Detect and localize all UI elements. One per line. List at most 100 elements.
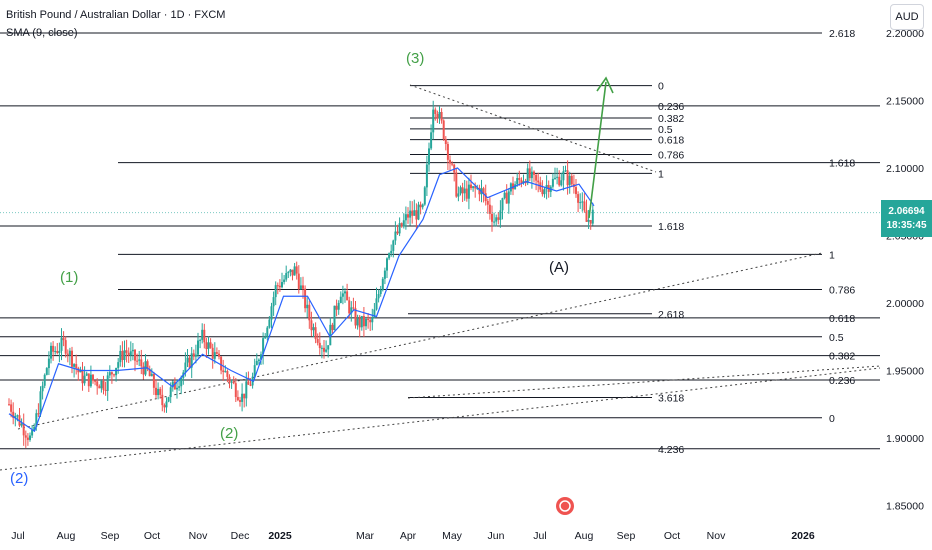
candle-body	[488, 204, 491, 214]
candle-body	[41, 385, 44, 392]
candle-body	[194, 354, 197, 357]
candle-body	[163, 405, 166, 408]
candle-body	[373, 309, 376, 318]
candle-body	[39, 391, 42, 415]
x-tick-label: Aug	[57, 530, 76, 542]
candle-body	[331, 324, 334, 331]
candle-body	[320, 347, 323, 349]
candle-body	[415, 210, 418, 220]
candle-body	[430, 132, 433, 149]
candle-body	[442, 120, 445, 139]
candle-body	[14, 415, 17, 418]
candle-body	[348, 300, 351, 314]
projection-arrow	[588, 81, 607, 219]
candle-body	[304, 288, 307, 309]
candle-body	[289, 269, 292, 273]
candle-body	[575, 187, 577, 195]
chart-title: British Pound / Australian Dollar · 1D ·…	[6, 9, 226, 21]
candle-body	[570, 175, 573, 185]
candle-body	[362, 315, 365, 327]
candle-body	[585, 210, 588, 222]
candle-body	[43, 374, 46, 386]
candle-body	[136, 360, 139, 362]
candle-body	[400, 223, 403, 227]
fib-level-label: 0	[829, 413, 835, 425]
candle-body	[260, 354, 262, 360]
candle-body	[564, 170, 567, 172]
fib-level-label: 1	[829, 249, 835, 261]
candle-body	[127, 352, 130, 356]
candle-body	[337, 302, 340, 310]
fibonacci-labels: 00.2360.3820.50.6180.78611.6182.6181.618…	[658, 28, 855, 456]
candle-body	[148, 368, 151, 377]
fib-level-label: 1.618	[829, 158, 855, 170]
candle-body	[96, 381, 99, 387]
candle-body	[310, 320, 313, 331]
candle-body	[54, 350, 57, 352]
candle-body	[10, 404, 13, 412]
candle-body	[287, 272, 290, 274]
candle-body	[404, 214, 407, 221]
candle-body	[205, 342, 208, 350]
y-tick-label: 1.90000	[886, 433, 924, 445]
trend-line	[17, 252, 823, 430]
candle-body	[24, 435, 27, 438]
candle-body	[178, 386, 181, 388]
candle-body	[50, 345, 52, 359]
candle-body	[396, 231, 399, 234]
candle-body	[119, 350, 122, 363]
y-tick-label: 2.15000	[886, 96, 924, 108]
candle-body	[266, 327, 269, 337]
fib-level-label: 0.236	[658, 101, 684, 113]
candle-body	[215, 352, 218, 354]
candle-body	[302, 285, 304, 289]
candle-body	[383, 270, 386, 279]
candle-body	[537, 180, 540, 183]
candle-body	[169, 387, 172, 398]
x-tick-label: May	[442, 530, 463, 542]
candle-body	[425, 164, 428, 188]
candle-body	[100, 380, 103, 389]
x-tick-label: Sep	[101, 530, 120, 542]
candle-body	[110, 372, 113, 375]
wave-label: (A)	[549, 259, 569, 276]
candle-body	[421, 204, 424, 208]
candle-body	[218, 353, 220, 357]
candle-body	[199, 339, 202, 341]
candle-body	[526, 168, 529, 184]
wave-label: (2)	[10, 470, 28, 487]
candle-body	[518, 178, 521, 180]
candle-body	[47, 358, 50, 369]
candle-body	[239, 400, 241, 402]
x-tick-label: Jul	[11, 530, 24, 542]
candle-body	[165, 401, 168, 408]
trend-line	[407, 365, 881, 399]
candle-body	[306, 304, 309, 309]
current-price-value: 2.06694	[888, 205, 925, 217]
candle-body	[438, 112, 441, 119]
currency-button[interactable]: AUD	[890, 4, 924, 30]
candle-body	[457, 193, 460, 197]
candle-body	[423, 187, 426, 205]
candle-body	[52, 345, 55, 352]
candle-body	[589, 220, 592, 224]
flag-icon-ring	[559, 500, 571, 512]
candle-body	[444, 138, 447, 145]
fib-level-label: 0.618	[829, 313, 855, 325]
fib-level-label: 2.618	[829, 28, 855, 40]
candle-body	[486, 200, 489, 205]
candle-body	[31, 429, 34, 436]
candle-body	[245, 381, 248, 399]
candle-body	[8, 404, 10, 406]
candle-body	[138, 359, 141, 361]
candle-body	[367, 319, 370, 321]
indicator-label[interactable]: SMA (9, close)	[6, 27, 78, 39]
fib-level-label: 4.236	[658, 444, 684, 456]
candle-body	[45, 368, 48, 375]
candle-body	[520, 179, 523, 184]
candle-body	[360, 315, 363, 328]
candle-body	[308, 304, 311, 321]
candle-body	[236, 397, 239, 401]
x-tick-label: Apr	[400, 530, 417, 542]
